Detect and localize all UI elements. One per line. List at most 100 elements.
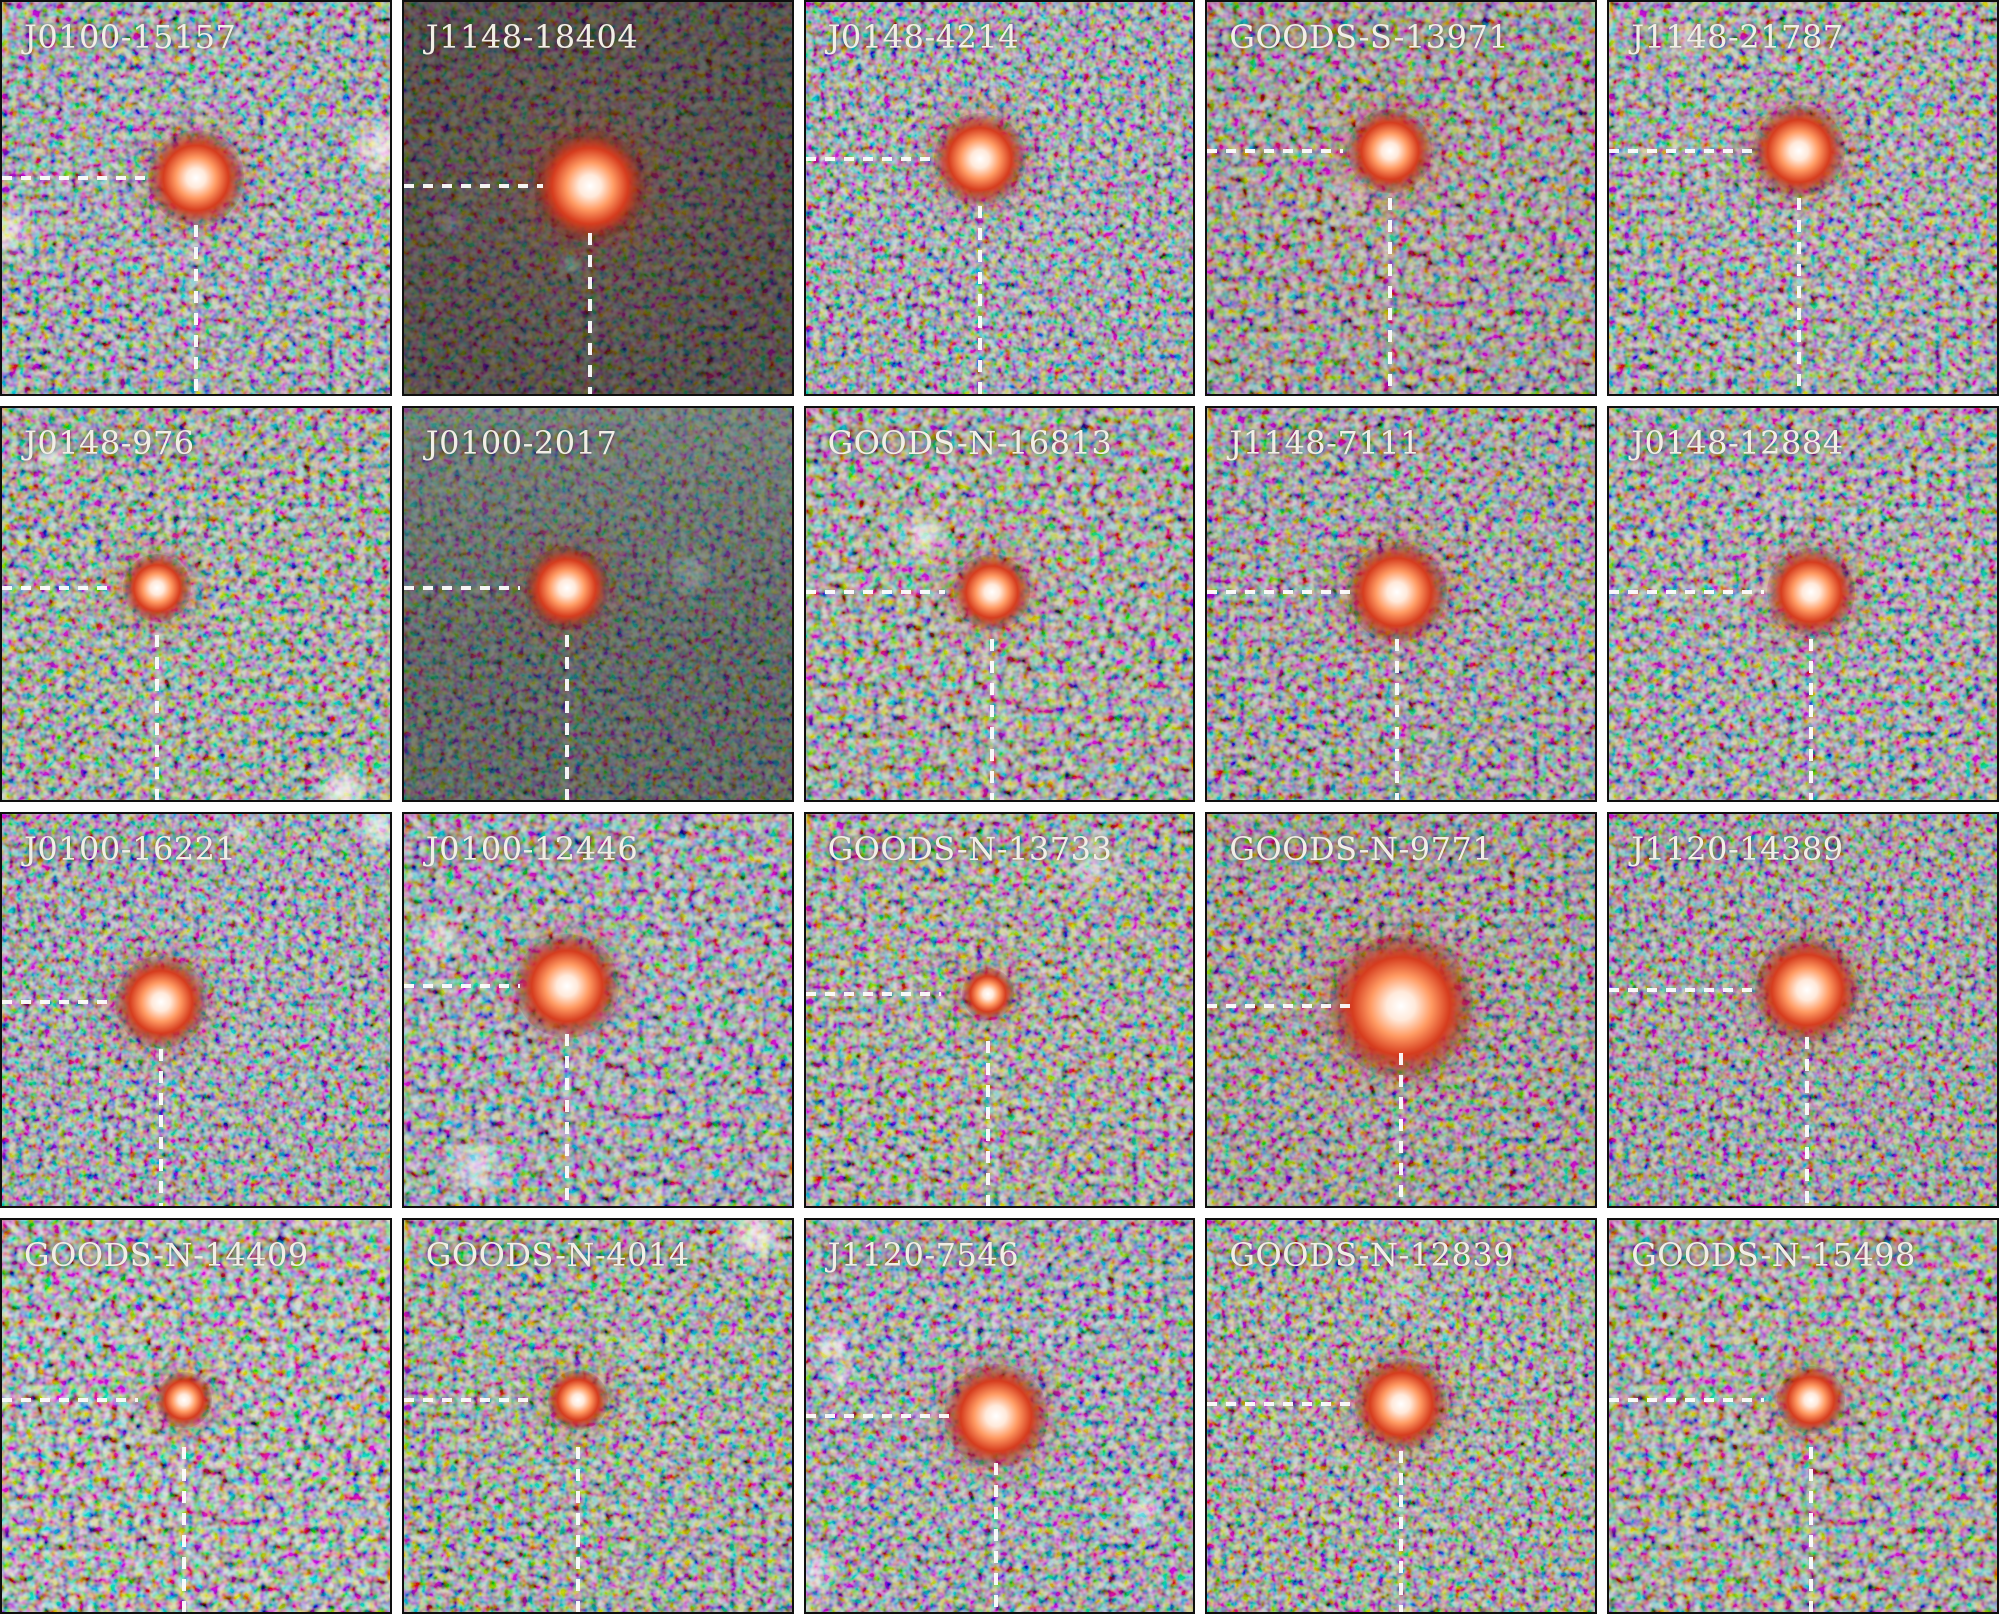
target-source-glow	[934, 112, 1027, 205]
noise-texture	[1609, 2, 1997, 394]
background-galaxy-blob	[1096, 272, 1121, 297]
background-galaxy-blob	[826, 1362, 855, 1391]
background-galaxy-blob	[1664, 15, 1709, 60]
cutout-panel-GOODS-N-16813: GOODS-N-16813	[803, 406, 1196, 802]
cutout-panel-J0100-15157: J0100-15157	[0, 0, 392, 396]
background-galaxy-blob	[902, 1186, 927, 1206]
noise-texture	[2, 408, 390, 800]
crosshair-horizontal	[1207, 1004, 1355, 1009]
crosshair-horizontal	[805, 156, 934, 161]
background-galaxy-blob	[628, 1182, 669, 1206]
target-source-glow	[1355, 1358, 1448, 1451]
background-galaxy-blob	[443, 1132, 512, 1201]
noise-texture	[1207, 2, 1596, 394]
crosshair-vertical	[587, 233, 592, 394]
crosshair-horizontal	[1609, 148, 1753, 153]
target-source-glow	[943, 1364, 1048, 1468]
crosshair-horizontal	[2, 586, 111, 591]
crosshair-horizontal	[805, 1414, 950, 1418]
target-source-glow	[123, 554, 192, 623]
crosshair-horizontal	[805, 590, 946, 595]
background-galaxy-blob	[414, 915, 463, 964]
crosshair-vertical	[564, 1033, 569, 1206]
crosshair-vertical	[158, 1049, 163, 1206]
background-galaxy-blob	[905, 814, 938, 834]
panel-label: GOODS-N-9771	[1229, 830, 1494, 868]
target-source-glow	[1754, 938, 1859, 1043]
panel-label: J1120-7546	[827, 1236, 1020, 1274]
background-galaxy-blob	[1375, 1260, 1428, 1313]
crosshair-vertical	[978, 205, 983, 394]
background-galaxy-blob	[190, 98, 217, 125]
target-source-glow	[961, 968, 1014, 1021]
background-galaxy-blob	[34, 437, 71, 474]
background-galaxy-blob	[1273, 328, 1296, 351]
crosshair-horizontal	[1609, 1398, 1765, 1403]
panel-label: J0100-16221	[24, 830, 237, 868]
cutout-panel-J0148-976: J0148-976	[0, 406, 392, 802]
crosshair-vertical	[1399, 1053, 1404, 1206]
crosshair-vertical	[1808, 639, 1813, 800]
background-galaxy-blob	[1769, 488, 1790, 509]
cutout-panel-J1148-18404: J1148-18404	[401, 0, 794, 396]
cutout-panel-J1120-14389: J1120-14389	[1607, 812, 1999, 1208]
panel-label: GOODS-S-13971	[1229, 18, 1510, 56]
panel-label: GOODS-N-4014	[425, 1236, 690, 1274]
crosshair-horizontal	[1207, 590, 1351, 595]
crosshair-horizontal	[2, 1000, 115, 1005]
crosshair-vertical	[993, 1463, 998, 1612]
crosshair-vertical	[1808, 1447, 1813, 1612]
cutout-panel-J0100-16221: J0100-16221	[0, 812, 392, 1208]
crosshair-horizontal	[403, 984, 521, 989]
crosshair-horizontal	[1207, 1402, 1355, 1407]
crosshair-vertical	[1399, 1451, 1404, 1612]
crosshair-horizontal	[403, 1398, 532, 1403]
background-galaxy-blob	[1909, 882, 1930, 903]
cutout-panel-J1148-7111: J1148-7111	[1205, 406, 1598, 802]
background-galaxy-blob	[562, 256, 579, 273]
crosshair-horizontal	[1609, 590, 1765, 595]
target-source-glow	[533, 130, 646, 243]
crosshair-vertical	[985, 1041, 990, 1206]
crosshair-vertical	[1804, 1037, 1809, 1206]
panel-label: J0100-12446	[425, 830, 639, 868]
background-galaxy-blob	[927, 468, 956, 497]
crosshair-horizontal	[403, 586, 521, 591]
background-galaxy-blob	[1249, 682, 1282, 715]
cutout-panel-J0148-4214: J0148-4214	[803, 0, 1196, 396]
cutout-panel-GOODS-S-13971: GOODS-S-13971	[1205, 0, 1598, 396]
target-source-glow	[147, 130, 244, 227]
target-source-glow	[953, 554, 1030, 631]
cutout-panel-J1120-7546: J1120-7546	[803, 1218, 1196, 1614]
panel-label: J0148-12884	[1631, 424, 1844, 462]
crosshair-horizontal	[2, 176, 150, 181]
background-galaxy-blob	[1134, 1498, 1159, 1523]
target-source-glow	[524, 546, 609, 631]
crosshair-vertical	[989, 639, 994, 800]
target-source-glow	[114, 956, 207, 1049]
panel-label: J0148-976	[24, 424, 195, 462]
background-galaxy-blob	[1, 619, 18, 644]
crosshair-horizontal	[2, 1398, 138, 1403]
panel-label: J1120-14389	[1631, 830, 1844, 868]
cutout-panel-J1148-21787: J1148-21787	[1607, 0, 1999, 396]
background-galaxy-blob	[664, 546, 717, 599]
cutout-panel-GOODS-N-4014: GOODS-N-4014	[401, 1218, 794, 1614]
background-galaxy-blob	[810, 1323, 855, 1368]
background-galaxy-blob	[278, 1327, 299, 1348]
target-source-glow	[548, 1370, 609, 1431]
cutout-panel-GOODS-N-15498: GOODS-N-15498	[1607, 1218, 1999, 1614]
background-galaxy-blob	[221, 816, 256, 851]
panel-label: J1148-7111	[1229, 424, 1421, 462]
background-galaxy-blob	[1241, 107, 1266, 132]
panel-label: GOODS-N-15498	[1631, 1236, 1916, 1274]
background-galaxy-blob	[67, 1111, 100, 1144]
panel-label: J1148-18404	[425, 18, 639, 56]
background-galaxy-blob	[1265, 1080, 1298, 1113]
target-source-glow	[1753, 104, 1846, 197]
background-galaxy-blob	[1058, 827, 1127, 896]
crosshair-vertical	[576, 1447, 581, 1612]
panel-label: GOODS-N-16813	[827, 424, 1113, 462]
cutout-panel-GOODS-N-14409: GOODS-N-14409	[0, 1218, 392, 1614]
background-galaxy-blob	[1660, 1515, 1697, 1552]
